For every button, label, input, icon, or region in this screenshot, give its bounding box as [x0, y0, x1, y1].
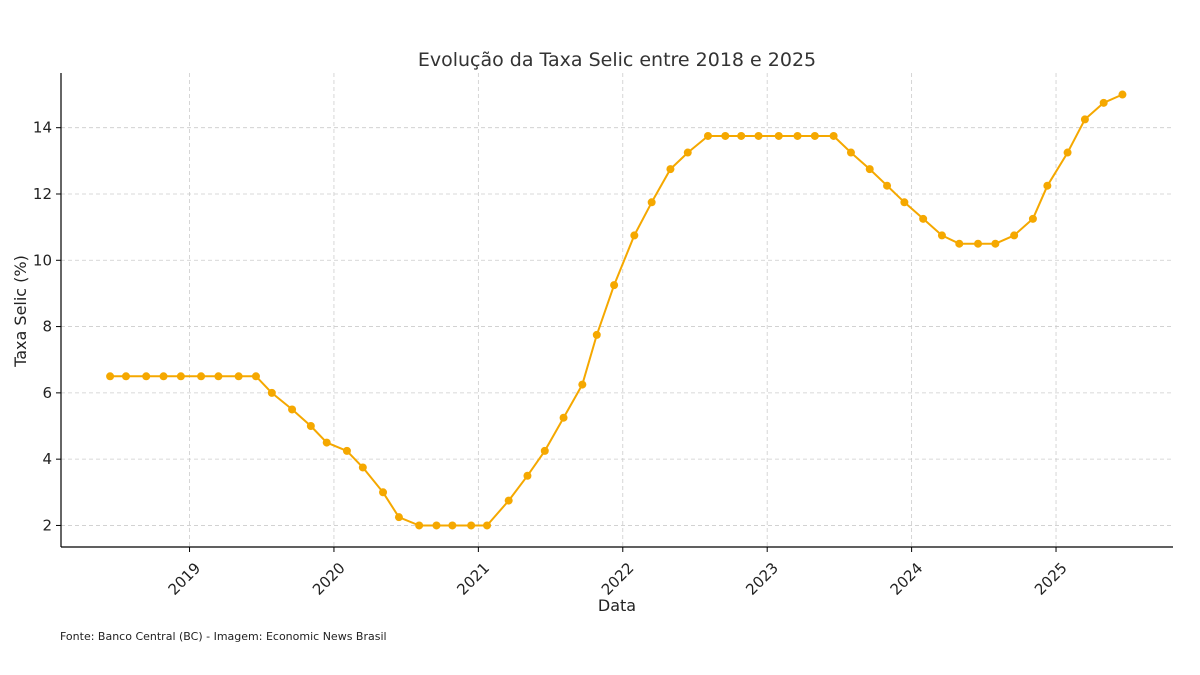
data-point: [214, 372, 223, 381]
data-point: [919, 214, 928, 223]
data-point: [504, 496, 513, 505]
data-point: [234, 372, 243, 381]
y-tick-label: 2: [42, 516, 52, 534]
y-tick-labels: 2 4 6 8 10 12 14: [33, 119, 52, 535]
data-point: [288, 405, 297, 414]
x-axis-label: Data: [598, 596, 636, 615]
x-tick-label: 2025: [1031, 559, 1071, 599]
data-point: [432, 521, 441, 530]
data-point: [342, 446, 351, 455]
series-selic: [106, 90, 1127, 530]
data-point: [483, 521, 492, 530]
data-point: [991, 239, 1000, 248]
x-tick-label: 2021: [453, 559, 493, 599]
data-point: [121, 372, 130, 381]
chart-title: Evolução da Taxa Selic entre 2018 e 2025: [418, 49, 816, 71]
data-point: [846, 148, 855, 157]
data-point: [540, 446, 549, 455]
data-point: [937, 231, 946, 240]
data-point: [159, 372, 168, 381]
data-point: [774, 131, 783, 140]
data-point: [379, 488, 388, 497]
y-tick-label: 10: [33, 251, 52, 269]
data-point: [1043, 181, 1052, 190]
data-point: [666, 165, 675, 174]
data-point: [900, 198, 909, 207]
data-point: [251, 372, 260, 381]
data-point: [703, 131, 712, 140]
data-point: [306, 422, 315, 431]
x-tick-label: 2024: [887, 559, 927, 599]
series-line: [110, 93, 1123, 527]
data-point: [394, 513, 403, 522]
x-tick-label: 2022: [598, 559, 638, 599]
data-point: [810, 131, 819, 140]
data-point: [448, 521, 457, 530]
data-point: [176, 372, 185, 381]
data-point: [630, 231, 639, 240]
data-point: [754, 131, 763, 140]
data-point: [721, 131, 730, 140]
data-point: [1028, 214, 1037, 223]
data-point: [467, 521, 476, 530]
x-tick-label: 2023: [742, 559, 782, 599]
data-point: [559, 413, 568, 422]
axes: [56, 73, 1173, 552]
data-point: [578, 380, 587, 389]
x-tick-label: 2019: [165, 559, 205, 599]
y-tick-label: 6: [42, 384, 52, 402]
data-point: [829, 131, 838, 140]
data-point: [610, 281, 619, 290]
data-point: [415, 521, 424, 530]
y-tick-label: 8: [42, 318, 52, 336]
source-footnote: Fonte: Banco Central (BC) - Imagem: Econ…: [60, 630, 387, 643]
data-point: [358, 463, 367, 472]
data-point: [1080, 115, 1089, 124]
data-point: [267, 388, 276, 397]
data-point: [197, 372, 206, 381]
data-point: [523, 471, 532, 480]
data-point: [883, 181, 892, 190]
data-point: [793, 131, 802, 140]
y-tick-label: 4: [42, 450, 52, 468]
data-point: [322, 438, 331, 447]
data-point: [737, 131, 746, 140]
x-tick-labels: 2019 2020 2021 2022 2023 2024 2025: [165, 559, 1071, 599]
x-tick-label: 2020: [309, 559, 349, 599]
gridlines: [61, 73, 1173, 547]
y-axis-label: Taxa Selic (%): [11, 255, 30, 368]
data-point: [1010, 231, 1019, 240]
data-point: [865, 165, 874, 174]
data-point: [974, 239, 983, 248]
data-point: [647, 198, 656, 207]
data-point: [106, 372, 115, 381]
y-tick-label: 12: [33, 185, 52, 203]
data-point: [1063, 148, 1072, 157]
data-point: [1099, 98, 1108, 107]
data-point: [683, 148, 692, 157]
data-point: [142, 372, 151, 381]
data-point: [592, 330, 601, 339]
y-tick-label: 14: [33, 119, 52, 137]
data-point: [1118, 90, 1127, 99]
data-point: [955, 239, 964, 248]
